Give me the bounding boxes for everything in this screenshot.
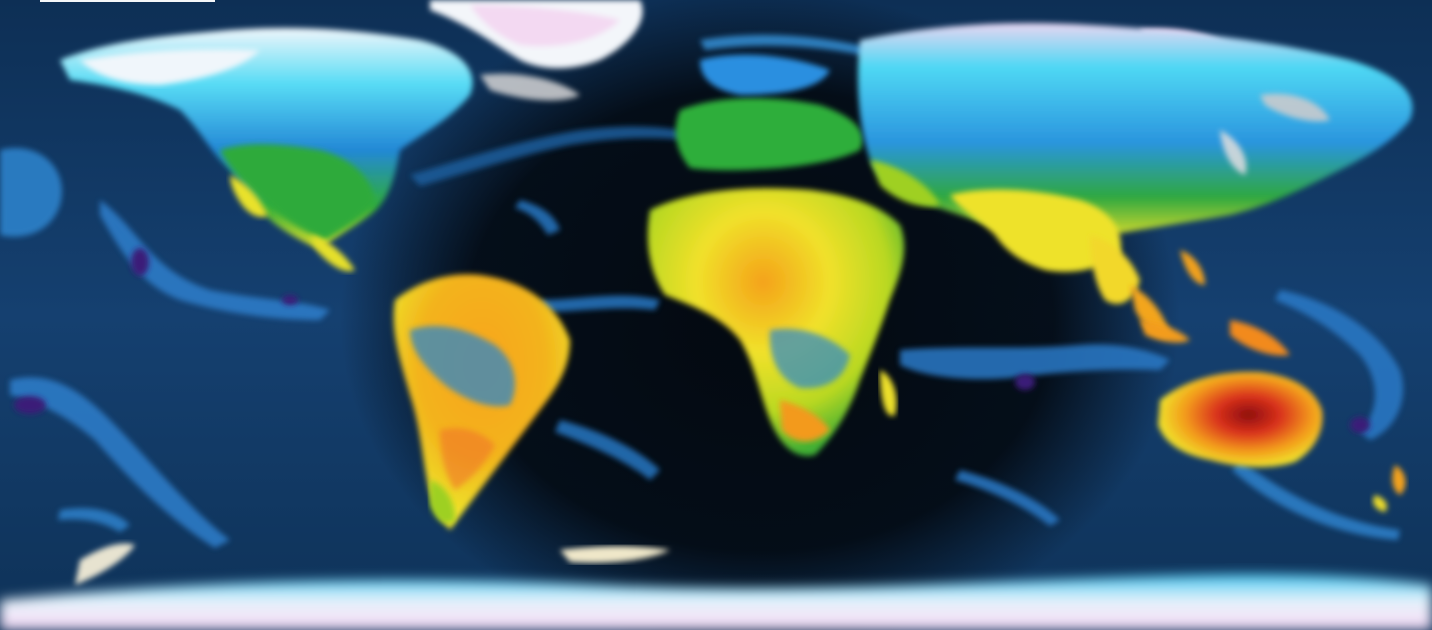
africa xyxy=(647,188,905,456)
europe xyxy=(675,54,863,171)
australia xyxy=(1158,371,1323,468)
new-zealand xyxy=(1373,465,1406,512)
north-america xyxy=(60,28,473,272)
snow-highlights xyxy=(480,73,1330,175)
cloud-bands xyxy=(0,34,1404,548)
maritime-southeast-asia xyxy=(1140,250,1290,356)
scale-bar xyxy=(40,0,215,2)
antarctica xyxy=(0,543,1432,630)
south-america xyxy=(393,274,570,530)
asia xyxy=(858,23,1413,337)
storm-cores xyxy=(14,248,1370,433)
